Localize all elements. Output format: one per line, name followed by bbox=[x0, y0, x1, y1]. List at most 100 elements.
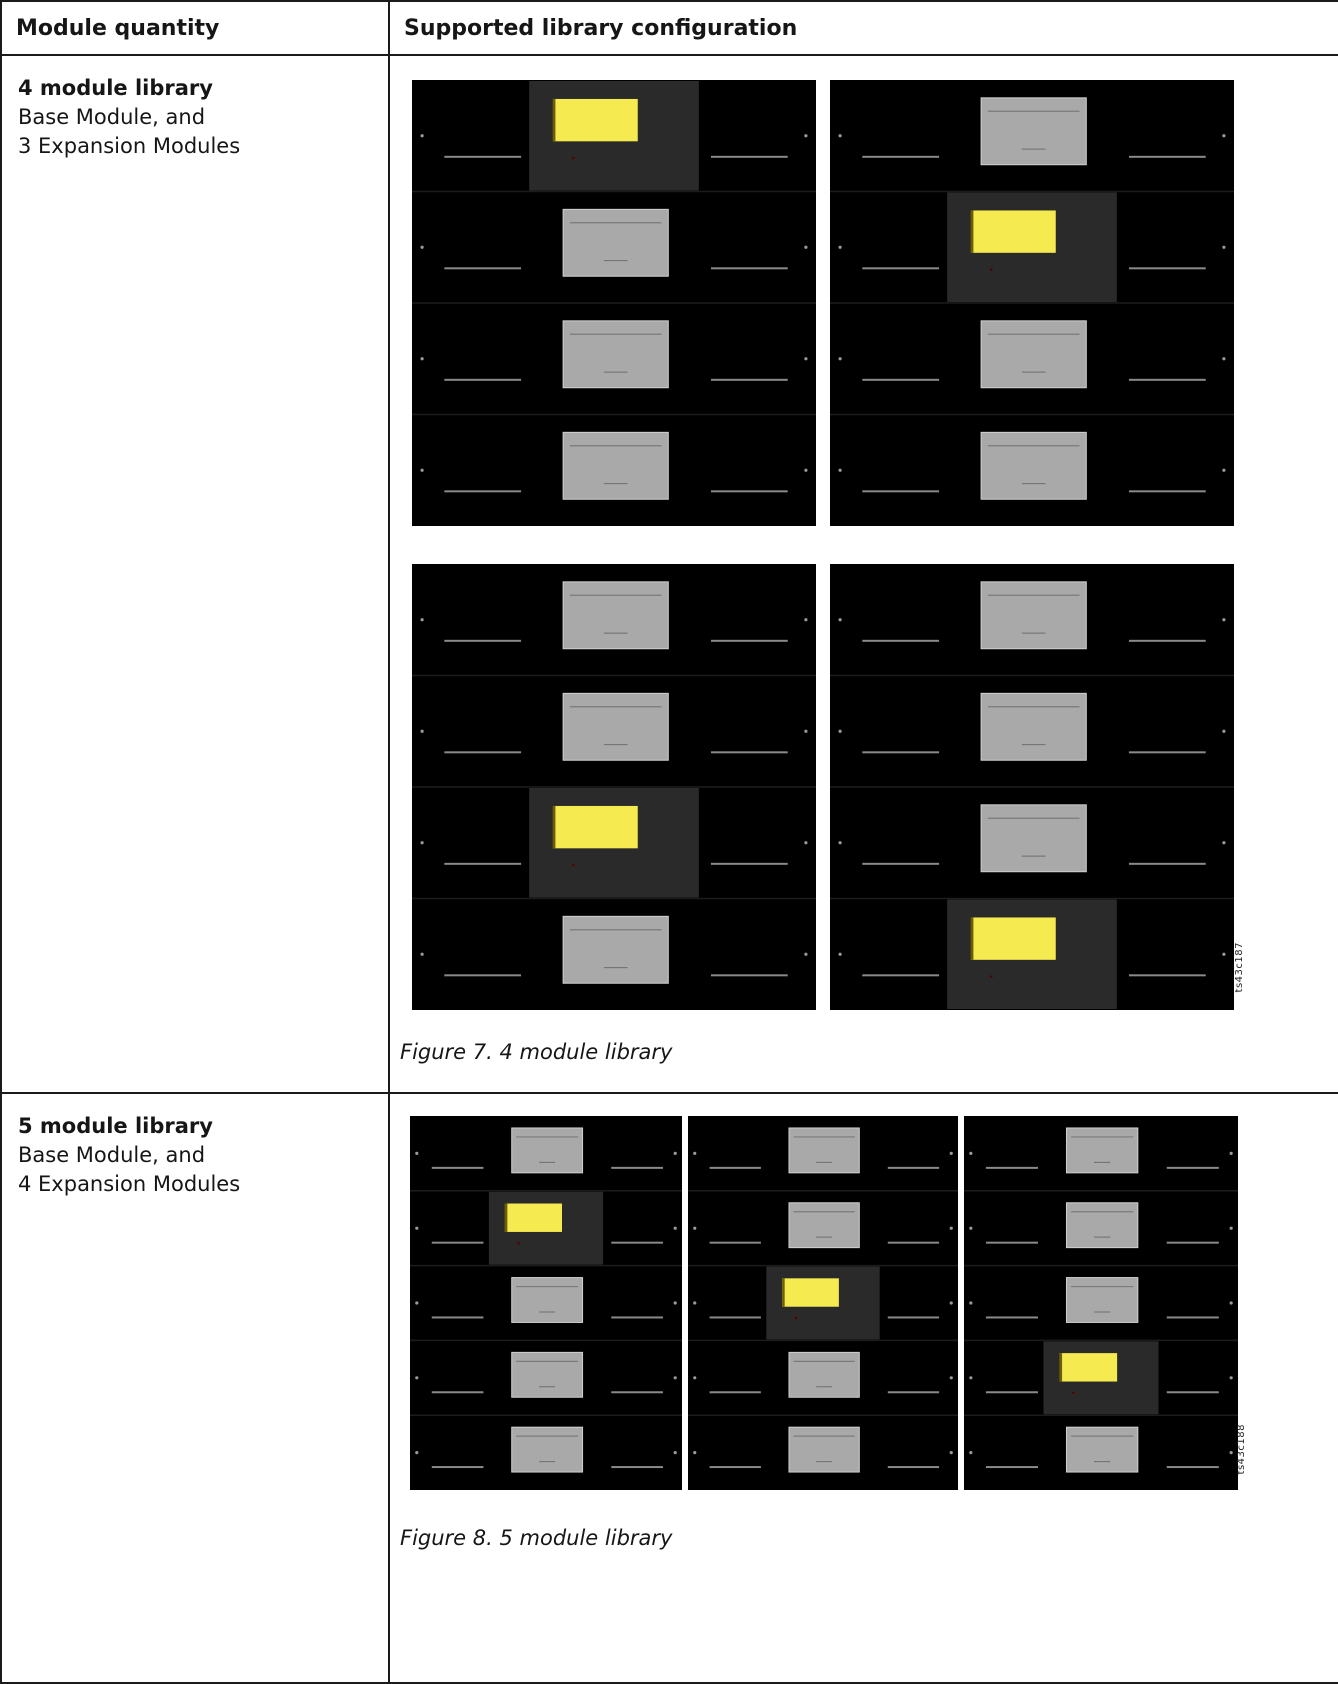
access-window bbox=[562, 431, 669, 500]
right-slot-line bbox=[1166, 1316, 1219, 1319]
module-marker bbox=[1222, 245, 1226, 249]
module-marker bbox=[415, 1226, 419, 1230]
module-marker bbox=[1229, 1451, 1233, 1455]
base-module bbox=[830, 190, 1234, 302]
library-diagram bbox=[412, 564, 816, 1010]
module-marker bbox=[420, 952, 424, 956]
configuration-cell: ts43c187 Figure 7. 4 module library bbox=[388, 54, 1338, 1094]
right-slot-line bbox=[710, 490, 788, 493]
right-slot-line bbox=[1128, 974, 1206, 977]
access-window bbox=[980, 692, 1087, 761]
module-marker bbox=[1229, 1151, 1233, 1155]
module-marker bbox=[949, 1451, 953, 1455]
row-line: 4 Expansion Modules bbox=[18, 1172, 241, 1196]
expansion-module bbox=[838, 97, 1226, 166]
module-marker bbox=[1222, 357, 1226, 361]
access-window bbox=[1065, 1127, 1139, 1174]
module-marker bbox=[949, 1226, 953, 1230]
left-slot-line bbox=[444, 155, 522, 158]
expansion-module bbox=[688, 1190, 958, 1249]
left-slot-line bbox=[985, 1241, 1038, 1244]
module-marker bbox=[420, 357, 424, 361]
access-window bbox=[980, 431, 1087, 500]
access-window bbox=[511, 1351, 584, 1398]
row-title: 5 module library bbox=[18, 1114, 213, 1138]
library-diagram bbox=[412, 80, 816, 526]
module-marker bbox=[804, 841, 808, 845]
expansion-module bbox=[830, 413, 1234, 500]
module-marker bbox=[673, 1451, 677, 1455]
module-marker bbox=[1229, 1301, 1233, 1305]
left-slot-line bbox=[444, 490, 522, 493]
expansion-module bbox=[420, 581, 808, 650]
expansion-module bbox=[830, 674, 1234, 761]
module-marker bbox=[804, 357, 808, 361]
display-edge bbox=[970, 917, 974, 960]
expansion-module bbox=[410, 1414, 682, 1473]
library-diagram bbox=[964, 1116, 1238, 1490]
module-marker bbox=[804, 729, 808, 733]
left-slot-line bbox=[431, 1166, 484, 1169]
module-marker bbox=[673, 1151, 677, 1155]
display-edge bbox=[504, 1203, 508, 1232]
expansion-module bbox=[412, 190, 816, 277]
module-marker bbox=[838, 729, 842, 733]
right-slot-line bbox=[1128, 490, 1206, 493]
right-slot-line bbox=[887, 1166, 940, 1169]
module-marker bbox=[804, 245, 808, 249]
module-marker bbox=[420, 134, 424, 138]
right-slot-line bbox=[1166, 1466, 1219, 1469]
left-slot-line bbox=[444, 267, 522, 270]
module-marker bbox=[415, 1376, 419, 1380]
left-slot-line bbox=[985, 1166, 1038, 1169]
module-marker bbox=[969, 1376, 973, 1380]
module-marker bbox=[949, 1151, 953, 1155]
status-led bbox=[989, 975, 993, 978]
module-marker bbox=[838, 134, 842, 138]
left-slot-line bbox=[862, 267, 940, 270]
access-window bbox=[562, 320, 669, 389]
expansion-module bbox=[964, 1414, 1238, 1473]
expansion-module bbox=[688, 1339, 958, 1398]
module-marker bbox=[420, 618, 424, 622]
operator-display bbox=[970, 210, 1056, 253]
module-marker bbox=[969, 1301, 973, 1305]
module-marker bbox=[673, 1226, 677, 1230]
expansion-module bbox=[410, 1264, 682, 1323]
expansion-module bbox=[969, 1127, 1233, 1174]
left-slot-line bbox=[444, 378, 522, 381]
expansion-module bbox=[688, 1414, 958, 1473]
display-edge bbox=[1059, 1353, 1063, 1382]
module-marker bbox=[1222, 841, 1226, 845]
left-slot-line bbox=[444, 974, 522, 977]
expansion-module bbox=[412, 413, 816, 500]
operator-display bbox=[970, 917, 1056, 960]
left-slot-line bbox=[985, 1316, 1038, 1319]
left-slot-line bbox=[862, 639, 940, 642]
left-slot-line bbox=[709, 1166, 761, 1169]
right-slot-line bbox=[611, 1391, 663, 1394]
access-window bbox=[980, 320, 1087, 389]
left-slot-line bbox=[985, 1466, 1038, 1469]
status-led bbox=[571, 156, 575, 160]
expansion-module bbox=[693, 1127, 953, 1174]
access-window bbox=[511, 1426, 584, 1473]
access-window bbox=[788, 1351, 860, 1398]
row-line: Base Module, and bbox=[18, 105, 206, 129]
expansion-module bbox=[412, 302, 816, 389]
right-slot-line bbox=[1166, 1391, 1219, 1394]
module-marker bbox=[1222, 134, 1226, 138]
operator-display bbox=[1059, 1353, 1118, 1382]
library-diagram bbox=[830, 564, 1234, 1010]
table-row: 4 module library Base Module, and 3 Expa… bbox=[0, 54, 1338, 1094]
right-slot-line bbox=[887, 1316, 940, 1319]
left-slot-line bbox=[431, 1316, 484, 1319]
access-window bbox=[562, 915, 669, 984]
status-led bbox=[571, 863, 575, 867]
module-quantity-cell: 5 module library Base Module, and 4 Expa… bbox=[0, 1092, 390, 1684]
right-slot-line bbox=[887, 1466, 940, 1469]
module-marker bbox=[969, 1451, 973, 1455]
module-marker bbox=[415, 1451, 419, 1455]
access-window bbox=[562, 581, 669, 650]
